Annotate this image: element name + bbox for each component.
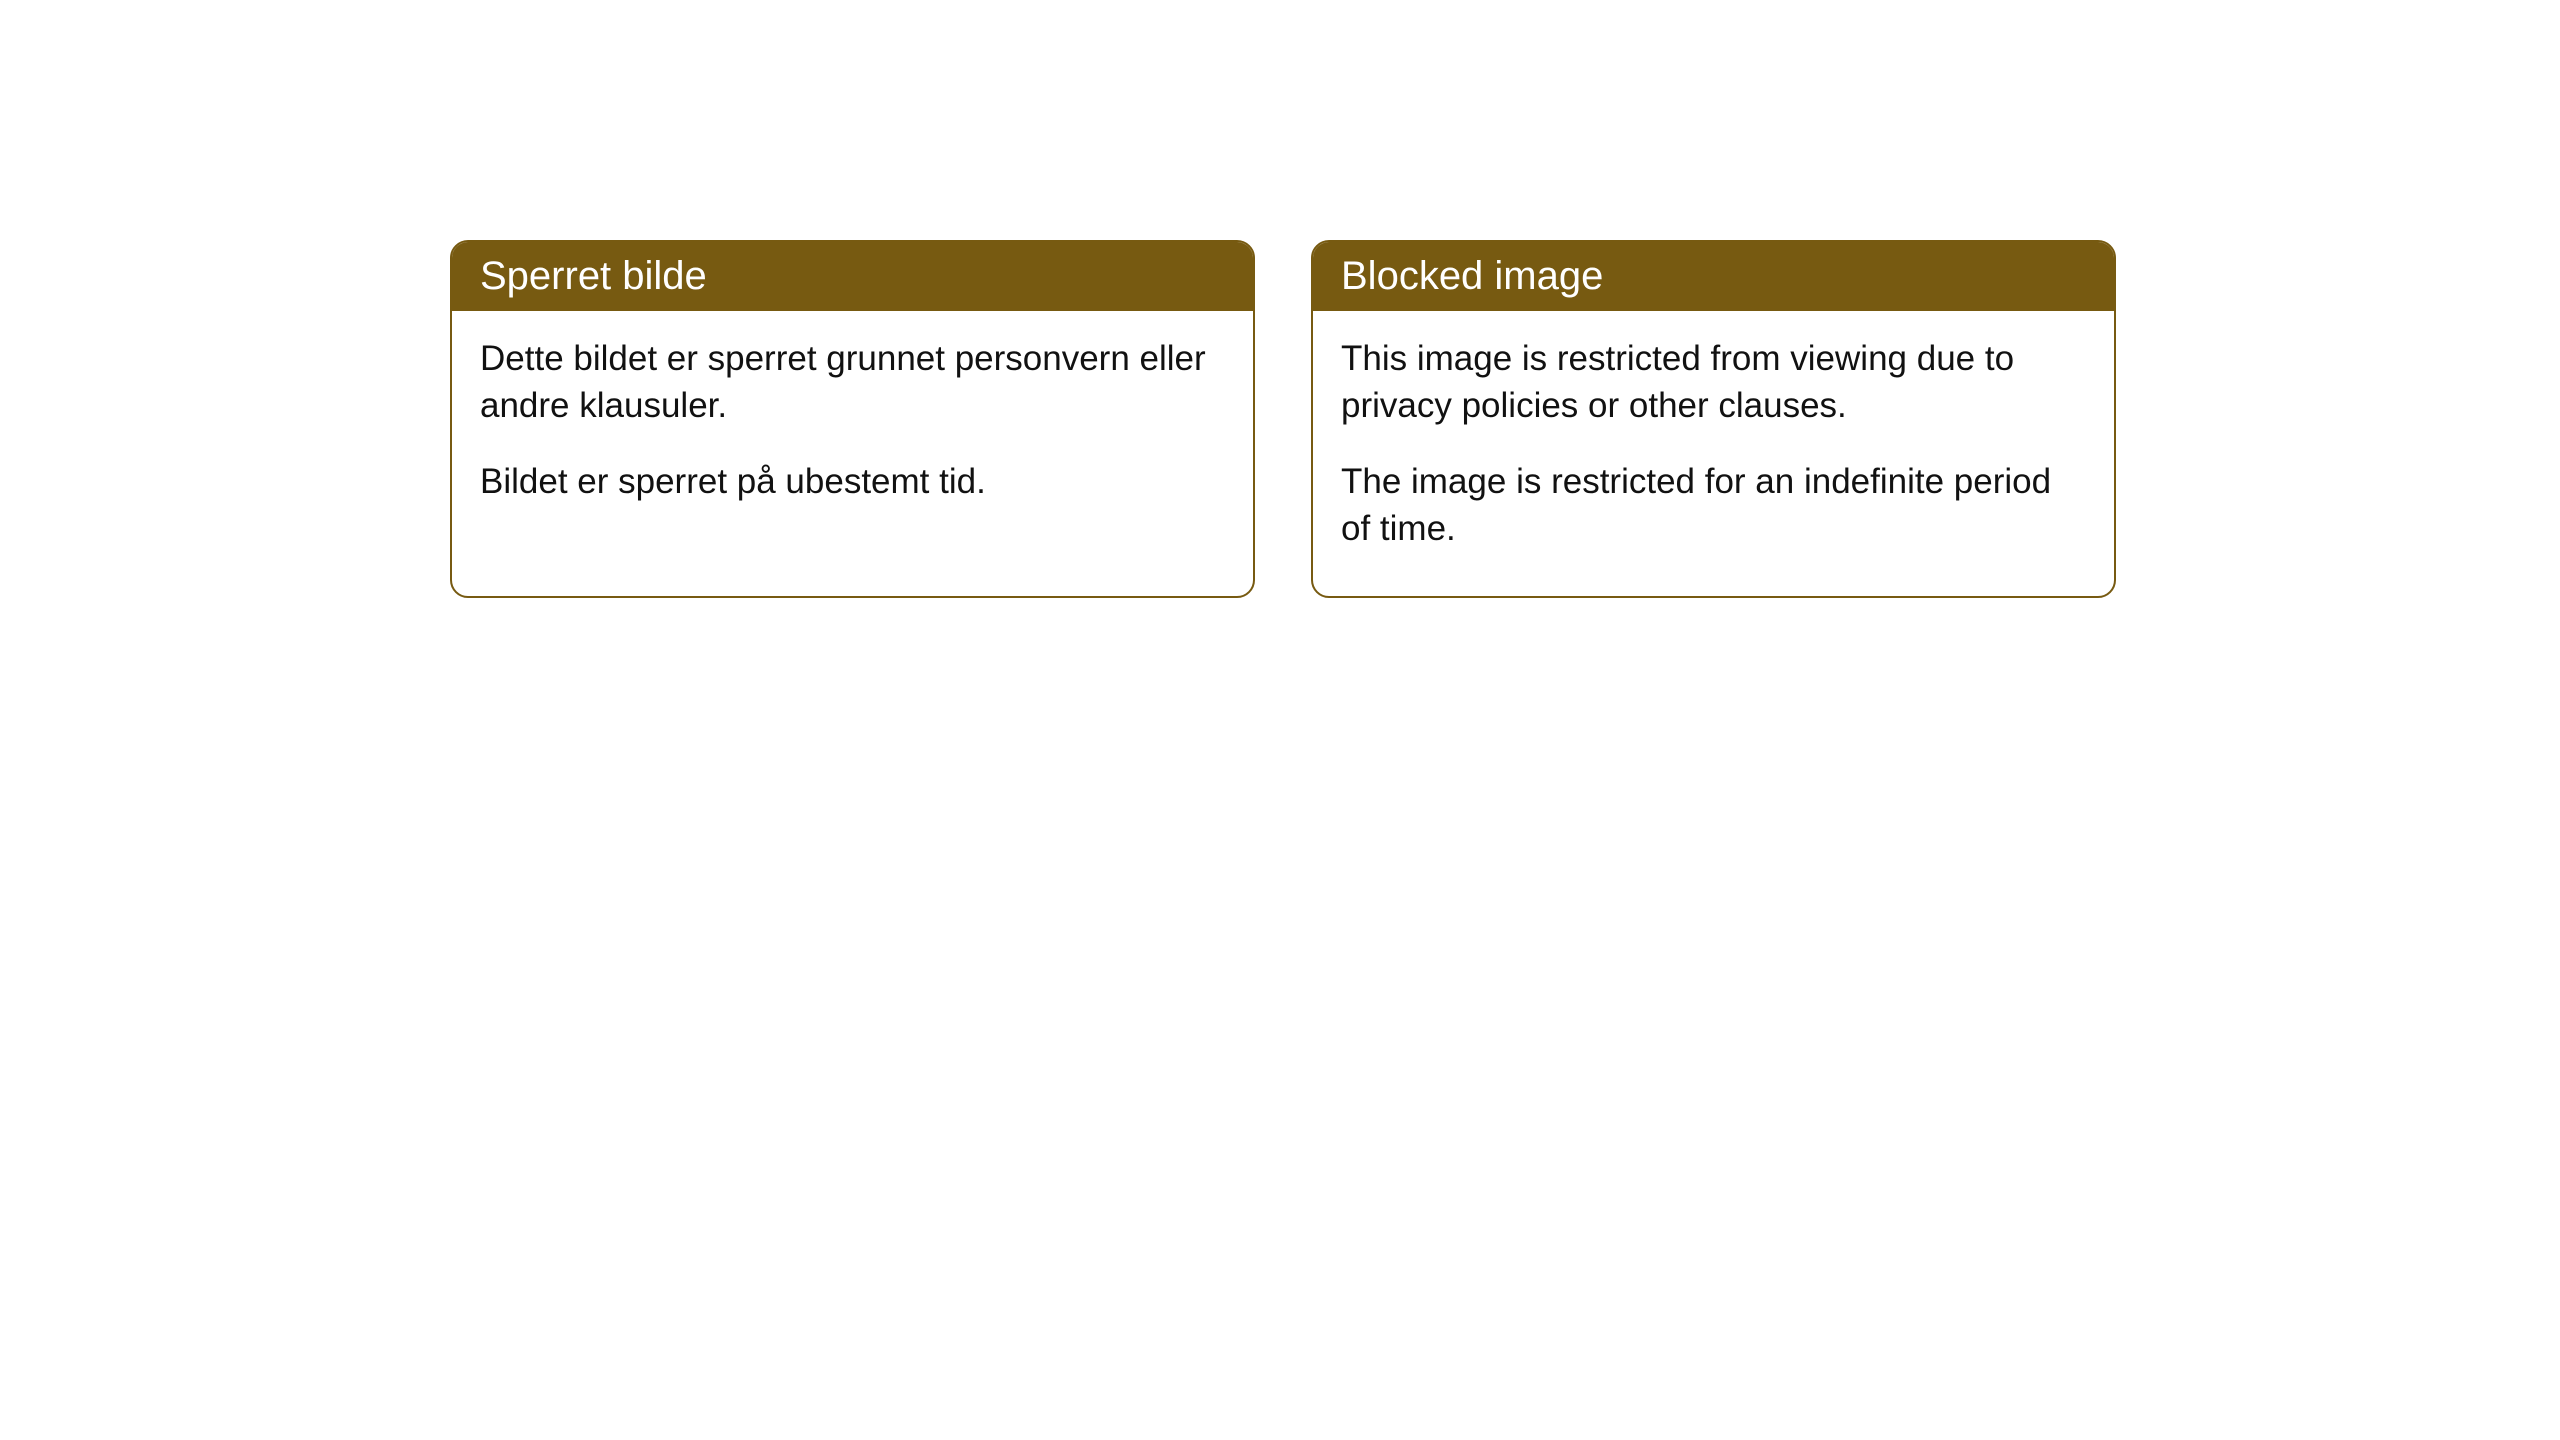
card-header: Blocked image	[1313, 242, 2114, 311]
card-paragraph-2: The image is restricted for an indefinit…	[1341, 458, 2086, 553]
card-paragraph-1: This image is restricted from viewing du…	[1341, 335, 2086, 430]
card-body: This image is restricted from viewing du…	[1313, 311, 2114, 596]
card-title: Blocked image	[1341, 254, 1603, 298]
card-paragraph-1: Dette bildet er sperret grunnet personve…	[480, 335, 1225, 430]
card-body: Dette bildet er sperret grunnet personve…	[452, 311, 1253, 549]
card-paragraph-2: Bildet er sperret på ubestemt tid.	[480, 458, 1225, 505]
card-title: Sperret bilde	[480, 254, 707, 298]
blocked-image-card-norwegian: Sperret bilde Dette bildet er sperret gr…	[450, 240, 1255, 598]
notice-container: Sperret bilde Dette bildet er sperret gr…	[450, 240, 2116, 598]
blocked-image-card-english: Blocked image This image is restricted f…	[1311, 240, 2116, 598]
card-header: Sperret bilde	[452, 242, 1253, 311]
